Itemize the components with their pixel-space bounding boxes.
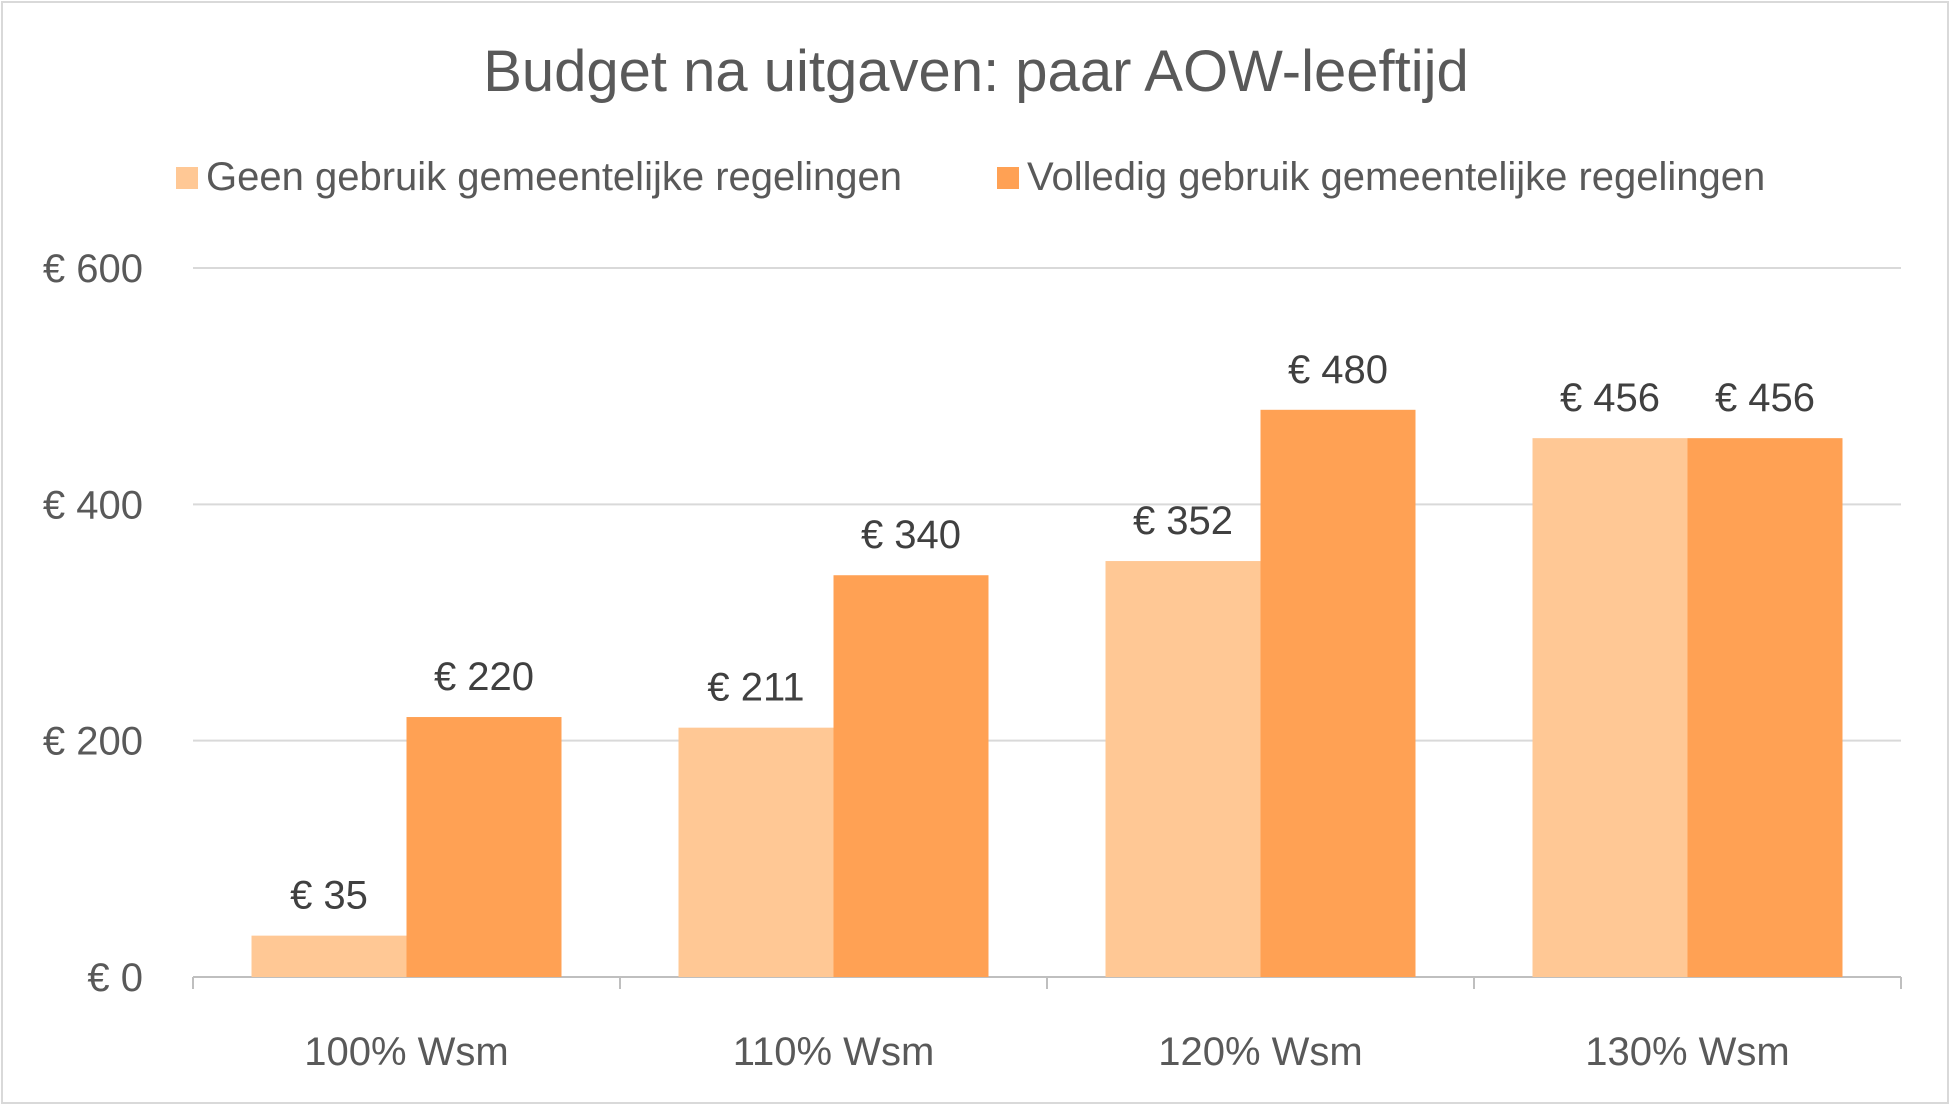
legend-item-volledig-gebruik: Volledig gebruik gemeentelijke regelinge…	[997, 155, 1765, 200]
x-tick-label: 110% Wsm	[733, 1030, 935, 1074]
bar-volledig-gebruik	[406, 717, 562, 977]
bar-volledig-gebruik	[833, 575, 989, 977]
bar-geen-gebruik	[678, 727, 834, 977]
bar-geen-gebruik	[1105, 561, 1261, 977]
y-tick-label: € 200	[43, 720, 143, 764]
x-tick-label: 130% Wsm	[1585, 1030, 1790, 1074]
bar-geen-gebruik	[1532, 438, 1688, 977]
data-label: € 480	[1288, 348, 1388, 392]
data-label: € 456	[1560, 376, 1660, 420]
data-label: € 456	[1715, 376, 1815, 420]
legend-swatch-volledig-gebruik	[997, 166, 1019, 189]
bar-volledig-gebruik	[1687, 438, 1843, 977]
y-tick-label: € 600	[43, 247, 143, 291]
bar-geen-gebruik	[251, 935, 407, 977]
bar-volledig-gebruik	[1260, 409, 1416, 977]
data-label: € 340	[861, 513, 961, 557]
y-tick-label: € 0	[87, 956, 143, 1000]
data-label: € 211	[707, 666, 804, 710]
legend-item-geen-gebruik: Geen gebruik gemeentelijke regelingen	[176, 155, 902, 200]
data-label: € 220	[434, 655, 534, 699]
legend-label-volledig-gebruik: Volledig gebruik gemeentelijke regelinge…	[1027, 155, 1766, 199]
chart-title: Budget na uitgaven: paar AOW-leeftijd	[483, 39, 1469, 104]
x-tick-label: 100% Wsm	[304, 1030, 509, 1074]
x-tick-label: 120% Wsm	[1158, 1030, 1363, 1074]
legend-swatch-geen-gebruik	[176, 166, 198, 189]
data-label: € 352	[1133, 499, 1233, 543]
y-tick-label: € 400	[43, 483, 143, 527]
data-label: € 35	[290, 874, 368, 918]
legend-label-geen-gebruik: Geen gebruik gemeentelijke regelingen	[206, 155, 903, 199]
